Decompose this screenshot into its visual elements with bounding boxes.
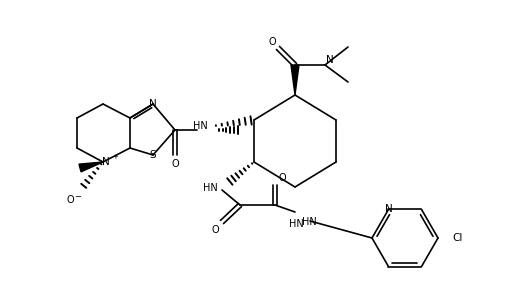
Text: HN: HN bbox=[289, 219, 304, 229]
Text: N: N bbox=[385, 204, 392, 214]
Text: +: + bbox=[112, 154, 118, 160]
Text: N: N bbox=[149, 99, 157, 109]
Polygon shape bbox=[291, 65, 299, 95]
Text: O: O bbox=[278, 173, 286, 183]
Text: N: N bbox=[102, 157, 110, 167]
Text: O: O bbox=[171, 159, 179, 169]
Text: HN: HN bbox=[302, 217, 316, 227]
Text: N: N bbox=[326, 55, 334, 65]
Polygon shape bbox=[79, 162, 103, 172]
Text: S: S bbox=[150, 150, 156, 160]
Text: O: O bbox=[268, 37, 276, 47]
Text: O: O bbox=[66, 195, 74, 205]
Text: HN: HN bbox=[203, 183, 218, 193]
Text: HN: HN bbox=[193, 121, 208, 131]
Text: −: − bbox=[74, 193, 82, 201]
Text: Cl: Cl bbox=[452, 233, 462, 243]
Text: O: O bbox=[211, 225, 219, 235]
